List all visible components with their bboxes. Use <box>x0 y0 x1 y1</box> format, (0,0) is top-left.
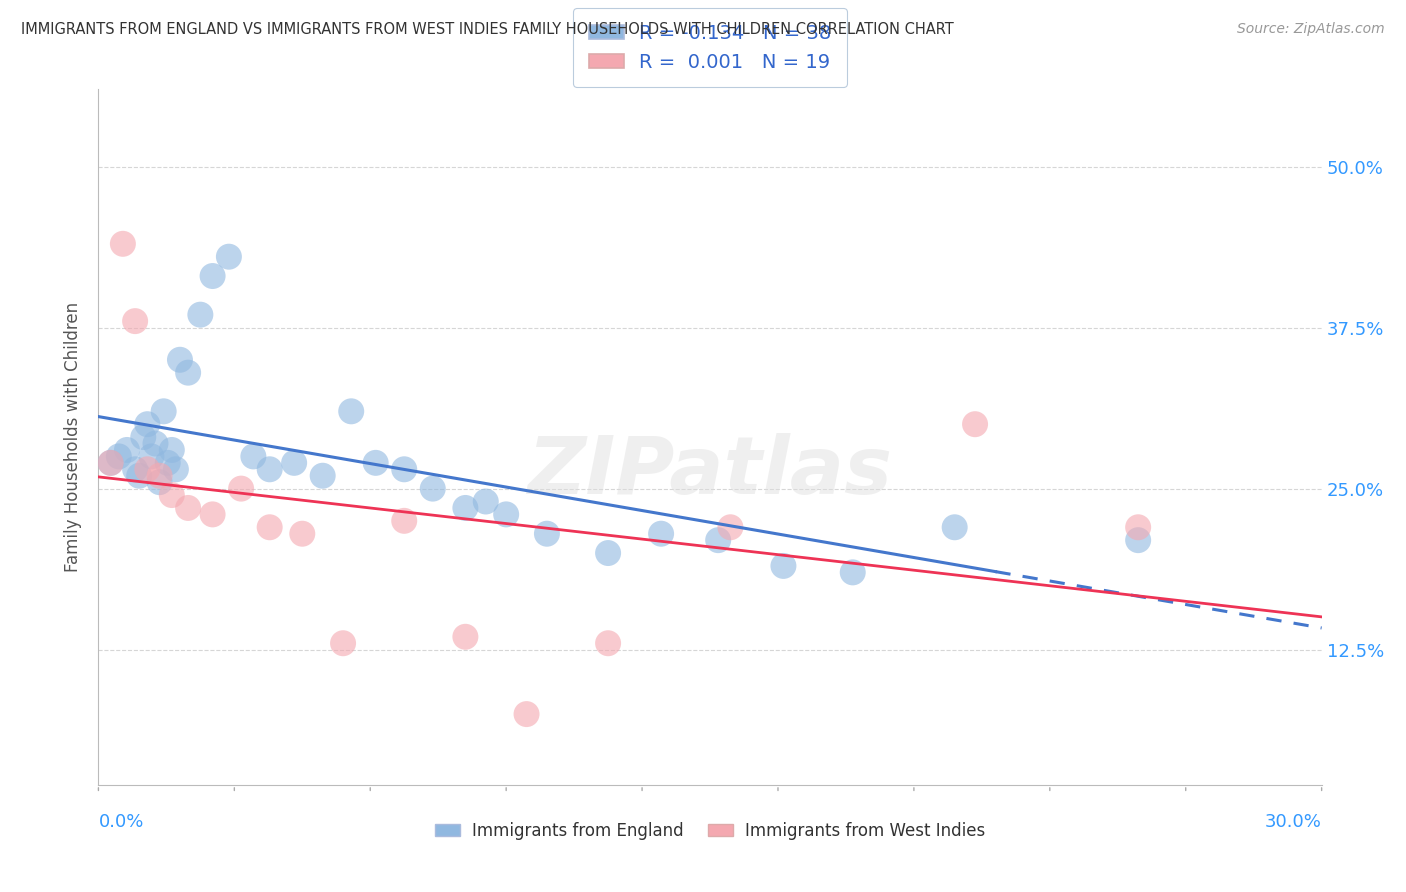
Point <box>156 456 179 470</box>
Point <box>598 546 620 560</box>
Point <box>218 250 240 264</box>
Point <box>718 520 742 534</box>
Point <box>1128 533 1150 548</box>
Point <box>259 462 281 476</box>
Point <box>364 456 387 470</box>
Point <box>201 508 224 522</box>
Text: Source: ZipAtlas.com: Source: ZipAtlas.com <box>1237 22 1385 37</box>
Point <box>100 456 122 470</box>
Point <box>422 482 444 496</box>
Point <box>201 268 224 283</box>
Text: IMMIGRANTS FROM ENGLAND VS IMMIGRANTS FROM WEST INDIES FAMILY HOUSEHOLDS WITH CH: IMMIGRANTS FROM ENGLAND VS IMMIGRANTS FR… <box>21 22 953 37</box>
Legend: Immigrants from England, Immigrants from West Indies: Immigrants from England, Immigrants from… <box>429 815 991 847</box>
Point <box>841 566 863 580</box>
Point <box>100 456 122 470</box>
Point <box>160 488 183 502</box>
Point <box>392 462 416 476</box>
Text: ZIPatlas: ZIPatlas <box>527 433 893 511</box>
Point <box>128 468 150 483</box>
Point <box>141 450 163 464</box>
Point <box>149 475 172 490</box>
Point <box>474 494 498 508</box>
Point <box>454 500 477 515</box>
Point <box>495 508 517 522</box>
Point <box>259 520 281 534</box>
Point <box>136 462 159 476</box>
Point <box>108 450 131 464</box>
Point <box>177 366 200 380</box>
Point <box>332 636 354 650</box>
Point <box>454 630 477 644</box>
Point <box>340 404 363 418</box>
Point <box>283 456 305 470</box>
Point <box>516 707 538 722</box>
Point <box>124 462 146 476</box>
Point <box>188 308 212 322</box>
Point <box>943 520 966 534</box>
Point <box>160 442 183 457</box>
Point <box>111 236 134 251</box>
Point <box>392 514 416 528</box>
Point <box>136 417 159 432</box>
Y-axis label: Family Households with Children: Family Households with Children <box>65 302 83 572</box>
Text: 0.0%: 0.0% <box>98 813 143 830</box>
Point <box>1128 520 1150 534</box>
Text: 30.0%: 30.0% <box>1265 813 1322 830</box>
Point <box>115 442 138 457</box>
Point <box>536 526 558 541</box>
Point <box>149 468 172 483</box>
Point <box>242 450 264 464</box>
Point <box>598 636 620 650</box>
Point <box>132 430 155 444</box>
Point <box>772 558 794 573</box>
Point <box>231 482 253 496</box>
Point <box>650 526 672 541</box>
Point <box>291 526 314 541</box>
Point <box>312 468 335 483</box>
Point <box>177 500 200 515</box>
Point <box>169 352 191 367</box>
Point <box>165 462 187 476</box>
Point <box>152 404 174 418</box>
Point <box>965 417 987 432</box>
Point <box>707 533 730 548</box>
Point <box>124 314 146 328</box>
Point <box>145 436 167 450</box>
